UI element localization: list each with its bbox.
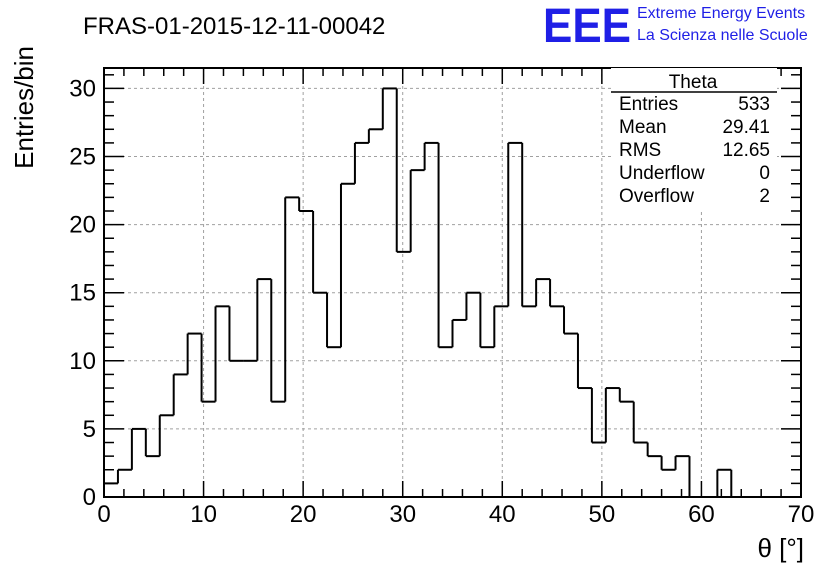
grid xyxy=(104,68,801,497)
stats-box: Theta Entries 533 Mean 29.41 RMS 12.65 Underfl… xyxy=(611,68,777,212)
y-tick-label: 0 xyxy=(83,484,96,511)
x-tick-label: 60 xyxy=(688,501,715,528)
y-tick-label: 10 xyxy=(69,348,96,375)
x-tick-label: 30 xyxy=(389,501,416,528)
chart-title: FRAS-01-2015-12-11-00042 xyxy=(83,13,385,40)
stats-value: 533 xyxy=(738,94,770,115)
x-axis-label: θ [°] xyxy=(757,533,804,563)
histogram-bins xyxy=(103,87,801,498)
stats-label: Overflow xyxy=(619,186,694,207)
x-tick-label: 0 xyxy=(97,501,110,528)
plot-border xyxy=(103,67,802,498)
y-axis-label: Entries/bin xyxy=(9,46,39,169)
eee-logo: EEE xyxy=(543,0,631,53)
stats-label: Entries xyxy=(619,94,678,115)
stats-value: 0 xyxy=(759,163,770,184)
y-tick-label: 30 xyxy=(69,75,96,102)
stats-value: 2 xyxy=(759,186,770,207)
brand-line-2: La Scienza nelle Scuole xyxy=(637,27,808,44)
x-tick-label: 20 xyxy=(290,501,317,528)
stats-value: 29.41 xyxy=(722,117,770,138)
stats-label: Mean xyxy=(619,117,667,138)
y-tick-label: 20 xyxy=(69,212,96,239)
y-tick-label: 15 xyxy=(69,280,96,307)
plot-frame xyxy=(103,67,802,498)
x-tick-label: 50 xyxy=(589,501,616,528)
stats-value: 12.65 xyxy=(722,140,770,161)
stats-label: Underflow xyxy=(619,163,705,184)
brand-line-1: Extreme Energy Events xyxy=(637,5,805,22)
y-tick-label: 5 xyxy=(83,416,96,443)
stats-title: Theta xyxy=(669,72,718,93)
x-tick-label: 40 xyxy=(489,501,516,528)
x-tick-label: 70 xyxy=(788,501,815,528)
axis-ticks xyxy=(103,68,802,498)
y-tick-label: 25 xyxy=(69,144,96,171)
x-tick-label: 10 xyxy=(190,501,217,528)
stats-label: RMS xyxy=(619,140,661,161)
